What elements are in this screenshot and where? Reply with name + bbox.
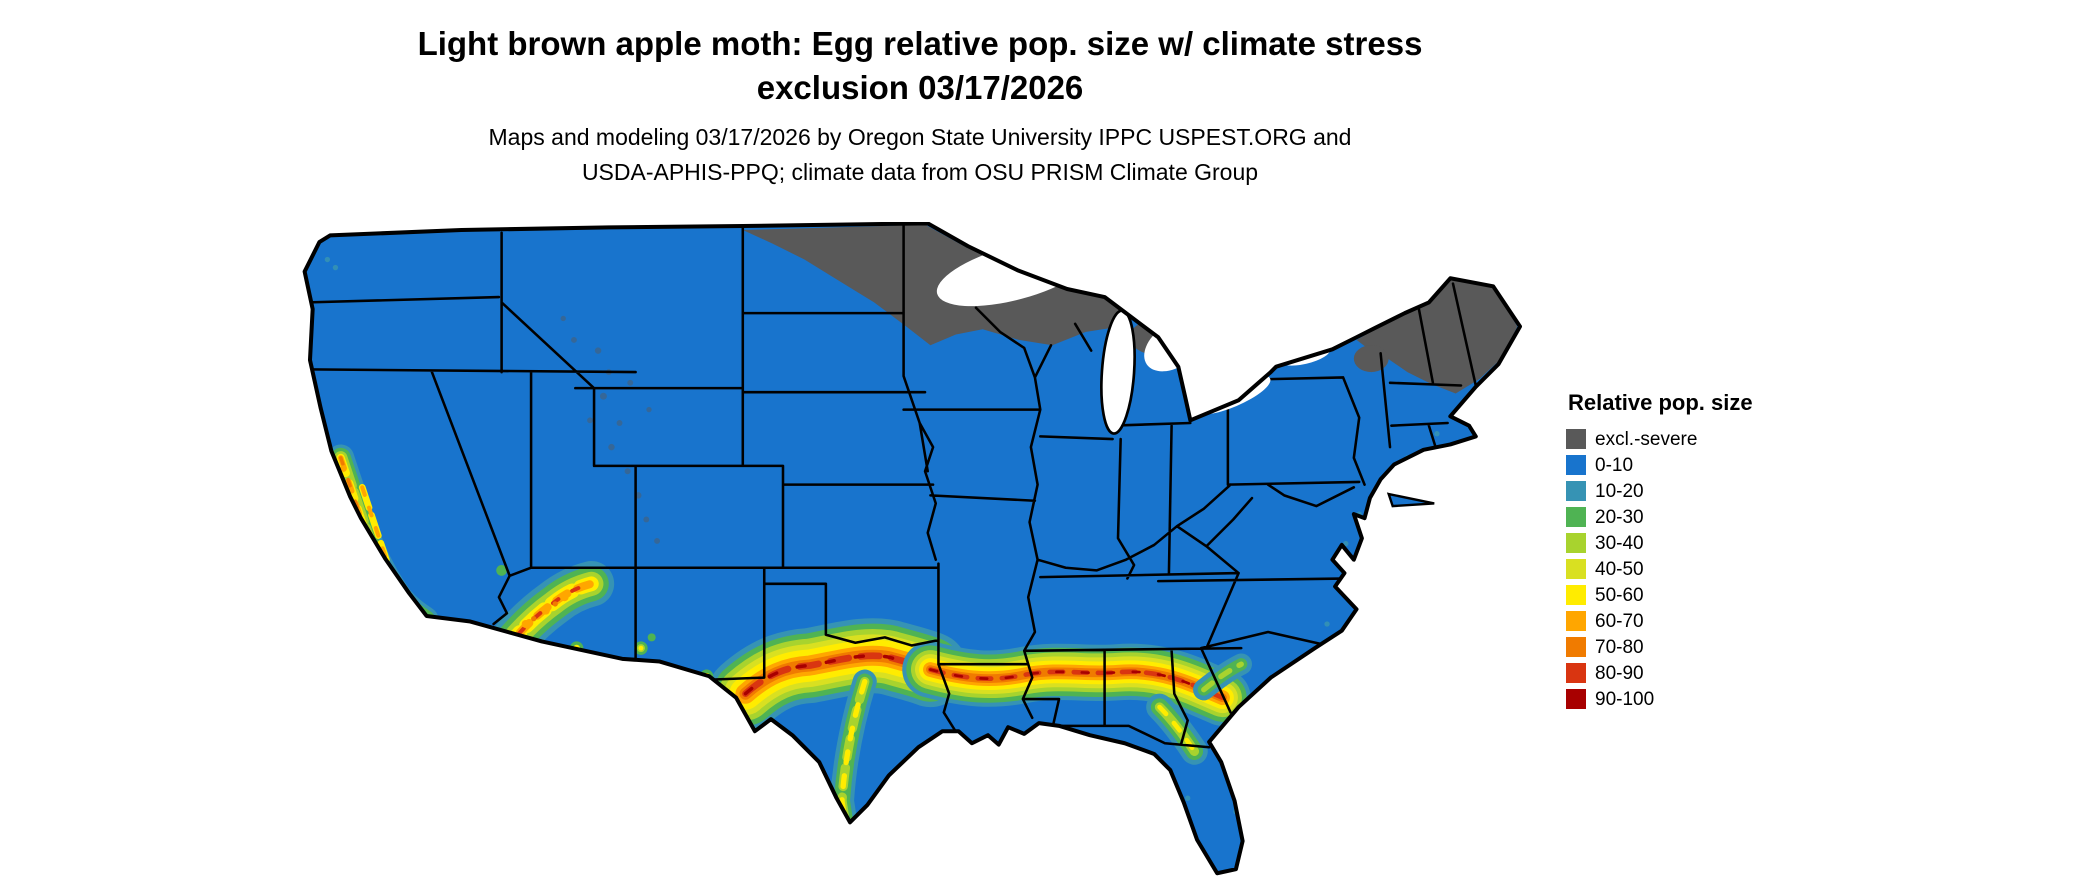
legend-swatch: [1566, 689, 1586, 709]
legend-label: 0-10: [1595, 454, 1634, 476]
lake-huron: [1144, 319, 1205, 372]
legend: Relative pop. size excl.-severe 0-10 10-…: [1566, 390, 1886, 712]
us-outline: [302, 222, 1523, 876]
legend-label: 40-50: [1595, 558, 1644, 580]
legend-swatch: [1566, 429, 1586, 449]
exclusion-region-northeast: [1356, 278, 1518, 394]
map-subtitle: Maps and modeling 03/17/2026 by Oregon S…: [0, 120, 1840, 189]
legend-label: 10-20: [1595, 480, 1644, 502]
population-belt-texas: [707, 618, 968, 732]
legend-swatch: [1566, 611, 1586, 631]
legend-label: 50-60: [1595, 584, 1644, 606]
legend-label: excl.-severe: [1595, 428, 1698, 450]
legend-entry: 60-70: [1566, 608, 1886, 634]
map-title: Light brown apple moth: Egg relative pop…: [0, 22, 1840, 109]
legend-label: 30-40: [1595, 532, 1644, 554]
great-lakes: [936, 239, 1331, 435]
population-extension-carolina-coast: [1193, 653, 1253, 701]
legend-label: 90-100: [1595, 688, 1655, 710]
us-map: [300, 222, 1534, 892]
legend-swatch: [1566, 637, 1586, 657]
map-subtitle-line1: Maps and modeling 03/17/2026 by Oregon S…: [488, 124, 1352, 150]
legend-entry: 10-20: [1566, 478, 1886, 504]
legend-title: Relative pop. size: [1568, 390, 1753, 415]
legend-swatch: [1566, 559, 1586, 579]
legend-entry: 0-10: [1566, 452, 1886, 478]
legend-swatch: [1566, 585, 1586, 605]
legend-label: 60-70: [1595, 610, 1644, 632]
legend-entry: excl.-severe: [1566, 426, 1886, 452]
legend-entry: 40-50: [1566, 556, 1886, 582]
population-belt-gulf-states: [902, 641, 1251, 726]
exclusion-region-adirondacks: [1353, 345, 1389, 373]
legend-entry: 80-90: [1566, 660, 1886, 686]
exclusion-region-north-central: [742, 224, 1124, 346]
legend-entry: 20-30: [1566, 504, 1886, 530]
state-borders: [307, 223, 1478, 749]
legend-entry: 90-100: [1566, 686, 1886, 712]
map-title-line2: exclusion 03/17/2026: [756, 68, 1084, 106]
population-extension-south-texas-coast: [829, 669, 877, 831]
map-title-line1: Light brown apple moth: Egg relative pop…: [417, 25, 1423, 62]
legend-entry: 50-60: [1566, 582, 1886, 608]
us-map-svg: [302, 222, 1523, 876]
lake-erie: [1193, 375, 1271, 415]
legend-label: 20-30: [1595, 506, 1644, 528]
legend-entry: 70-80: [1566, 634, 1886, 660]
legend-label: 70-80: [1595, 636, 1644, 658]
long-island: [1386, 492, 1435, 508]
legend-swatch: [1566, 663, 1586, 683]
legend-label: 80-90: [1595, 662, 1644, 684]
map-subtitle-line2: USDA-APHIS-PPQ; climate data from OSU PR…: [581, 158, 1259, 185]
legend-entry: 30-40: [1566, 530, 1886, 556]
legend-swatch: [1566, 455, 1586, 475]
legend-swatch: [1566, 481, 1586, 501]
legend-swatch: [1566, 507, 1586, 527]
population-extension-north-florida: [1146, 693, 1208, 765]
legend-swatch: [1566, 533, 1586, 553]
lake-superior: [936, 239, 1093, 307]
